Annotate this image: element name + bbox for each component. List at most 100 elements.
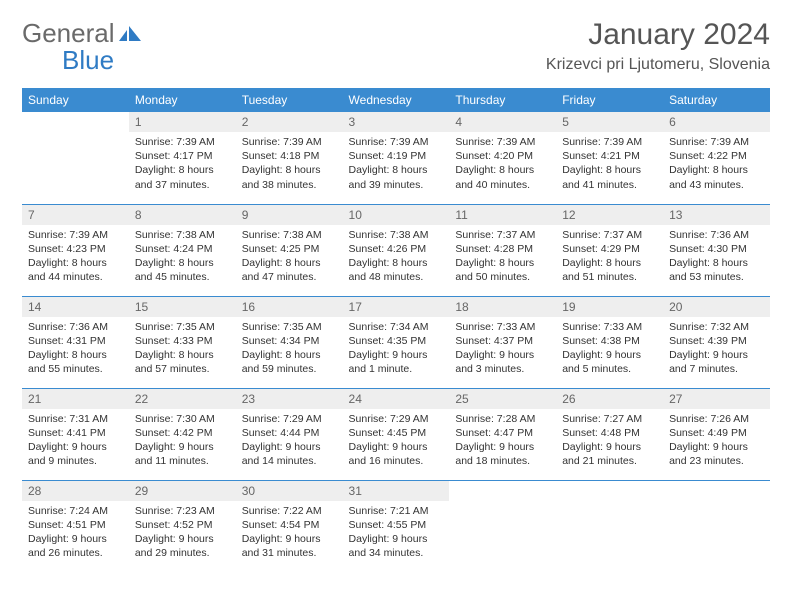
day-number: 20 [663, 297, 770, 317]
sunrise-text: Sunrise: 7:39 AM [28, 228, 123, 242]
day-details: Sunrise: 7:30 AMSunset: 4:42 PMDaylight:… [129, 409, 236, 472]
day-details: Sunrise: 7:26 AMSunset: 4:49 PMDaylight:… [663, 409, 770, 472]
sunset-text: Sunset: 4:21 PM [562, 149, 657, 163]
calendar-day-cell: 25Sunrise: 7:28 AMSunset: 4:47 PMDayligh… [449, 388, 556, 480]
daylight-text: Daylight: 9 hours [135, 440, 230, 454]
sunset-text: Sunset: 4:37 PM [455, 334, 550, 348]
sunrise-text: Sunrise: 7:22 AM [242, 504, 337, 518]
calendar-day-cell: 5Sunrise: 7:39 AMSunset: 4:21 PMDaylight… [556, 112, 663, 204]
daylight-text-2: and 59 minutes. [242, 362, 337, 376]
calendar-day-cell: 19Sunrise: 7:33 AMSunset: 4:38 PMDayligh… [556, 296, 663, 388]
daylight-text: Daylight: 9 hours [455, 440, 550, 454]
daylight-text: Daylight: 8 hours [242, 163, 337, 177]
daylight-text: Daylight: 9 hours [455, 348, 550, 362]
day-number: 21 [22, 389, 129, 409]
daylight-text-2: and 3 minutes. [455, 362, 550, 376]
daylight-text: Daylight: 8 hours [135, 348, 230, 362]
day-number: 3 [343, 112, 450, 132]
day-details: Sunrise: 7:39 AMSunset: 4:19 PMDaylight:… [343, 132, 450, 195]
day-number: 12 [556, 205, 663, 225]
day-number: 30 [236, 481, 343, 501]
calendar-day-cell: 9Sunrise: 7:38 AMSunset: 4:25 PMDaylight… [236, 204, 343, 296]
daylight-text-2: and 29 minutes. [135, 546, 230, 560]
day-details: Sunrise: 7:33 AMSunset: 4:38 PMDaylight:… [556, 317, 663, 380]
daylight-text-2: and 44 minutes. [28, 270, 123, 284]
calendar-day-cell: 13Sunrise: 7:36 AMSunset: 4:30 PMDayligh… [663, 204, 770, 296]
day-number: 13 [663, 205, 770, 225]
day-number: 22 [129, 389, 236, 409]
day-number: 27 [663, 389, 770, 409]
sunset-text: Sunset: 4:35 PM [349, 334, 444, 348]
calendar-day-cell [556, 480, 663, 572]
day-number: 16 [236, 297, 343, 317]
sunset-text: Sunset: 4:48 PM [562, 426, 657, 440]
month-title: January 2024 [546, 18, 770, 52]
day-number: 14 [22, 297, 129, 317]
weekday-header: Tuesday [236, 88, 343, 112]
daylight-text: Daylight: 9 hours [669, 348, 764, 362]
sunset-text: Sunset: 4:30 PM [669, 242, 764, 256]
daylight-text: Daylight: 9 hours [349, 348, 444, 362]
sunrise-text: Sunrise: 7:36 AM [28, 320, 123, 334]
calendar-day-cell: 26Sunrise: 7:27 AMSunset: 4:48 PMDayligh… [556, 388, 663, 480]
daylight-text-2: and 23 minutes. [669, 454, 764, 468]
weekday-header: Friday [556, 88, 663, 112]
sail-icon [119, 18, 143, 49]
day-number: 28 [22, 481, 129, 501]
daylight-text: Daylight: 9 hours [562, 348, 657, 362]
daylight-text-2: and 11 minutes. [135, 454, 230, 468]
day-number: 17 [343, 297, 450, 317]
sunset-text: Sunset: 4:41 PM [28, 426, 123, 440]
daylight-text-2: and 47 minutes. [242, 270, 337, 284]
sunrise-text: Sunrise: 7:33 AM [562, 320, 657, 334]
sunrise-text: Sunrise: 7:39 AM [669, 135, 764, 149]
daylight-text-2: and 7 minutes. [669, 362, 764, 376]
sunset-text: Sunset: 4:25 PM [242, 242, 337, 256]
day-number: 18 [449, 297, 556, 317]
sunrise-text: Sunrise: 7:38 AM [135, 228, 230, 242]
weekday-header: Sunday [22, 88, 129, 112]
day-number: 5 [556, 112, 663, 132]
day-details: Sunrise: 7:37 AMSunset: 4:28 PMDaylight:… [449, 225, 556, 288]
weekday-header: Saturday [663, 88, 770, 112]
sunrise-text: Sunrise: 7:26 AM [669, 412, 764, 426]
day-details: Sunrise: 7:39 AMSunset: 4:17 PMDaylight:… [129, 132, 236, 195]
daylight-text: Daylight: 8 hours [562, 256, 657, 270]
daylight-text-2: and 40 minutes. [455, 178, 550, 192]
sunset-text: Sunset: 4:47 PM [455, 426, 550, 440]
daylight-text-2: and 48 minutes. [349, 270, 444, 284]
calendar-day-cell: 24Sunrise: 7:29 AMSunset: 4:45 PMDayligh… [343, 388, 450, 480]
day-details: Sunrise: 7:38 AMSunset: 4:24 PMDaylight:… [129, 225, 236, 288]
calendar-day-cell [22, 112, 129, 204]
daylight-text: Daylight: 9 hours [242, 532, 337, 546]
calendar-week-row: 28Sunrise: 7:24 AMSunset: 4:51 PMDayligh… [22, 480, 770, 572]
daylight-text: Daylight: 8 hours [135, 256, 230, 270]
sunrise-text: Sunrise: 7:39 AM [135, 135, 230, 149]
day-number: 4 [449, 112, 556, 132]
sunset-text: Sunset: 4:55 PM [349, 518, 444, 532]
day-number: 24 [343, 389, 450, 409]
calendar-day-cell: 2Sunrise: 7:39 AMSunset: 4:18 PMDaylight… [236, 112, 343, 204]
daylight-text: Daylight: 9 hours [28, 532, 123, 546]
sunrise-text: Sunrise: 7:38 AM [349, 228, 444, 242]
daylight-text-2: and 21 minutes. [562, 454, 657, 468]
sunset-text: Sunset: 4:29 PM [562, 242, 657, 256]
daylight-text: Daylight: 9 hours [28, 440, 123, 454]
calendar-day-cell: 17Sunrise: 7:34 AMSunset: 4:35 PMDayligh… [343, 296, 450, 388]
sunrise-text: Sunrise: 7:39 AM [242, 135, 337, 149]
sunrise-text: Sunrise: 7:39 AM [349, 135, 444, 149]
sunset-text: Sunset: 4:45 PM [349, 426, 444, 440]
daylight-text-2: and 39 minutes. [349, 178, 444, 192]
sunset-text: Sunset: 4:20 PM [455, 149, 550, 163]
day-details: Sunrise: 7:34 AMSunset: 4:35 PMDaylight:… [343, 317, 450, 380]
day-number: 6 [663, 112, 770, 132]
daylight-text-2: and 18 minutes. [455, 454, 550, 468]
daylight-text-2: and 53 minutes. [669, 270, 764, 284]
daylight-text: Daylight: 8 hours [562, 163, 657, 177]
day-number: 2 [236, 112, 343, 132]
daylight-text-2: and 45 minutes. [135, 270, 230, 284]
day-details: Sunrise: 7:33 AMSunset: 4:37 PMDaylight:… [449, 317, 556, 380]
sunrise-text: Sunrise: 7:39 AM [455, 135, 550, 149]
day-details: Sunrise: 7:35 AMSunset: 4:34 PMDaylight:… [236, 317, 343, 380]
daylight-text: Daylight: 8 hours [669, 256, 764, 270]
